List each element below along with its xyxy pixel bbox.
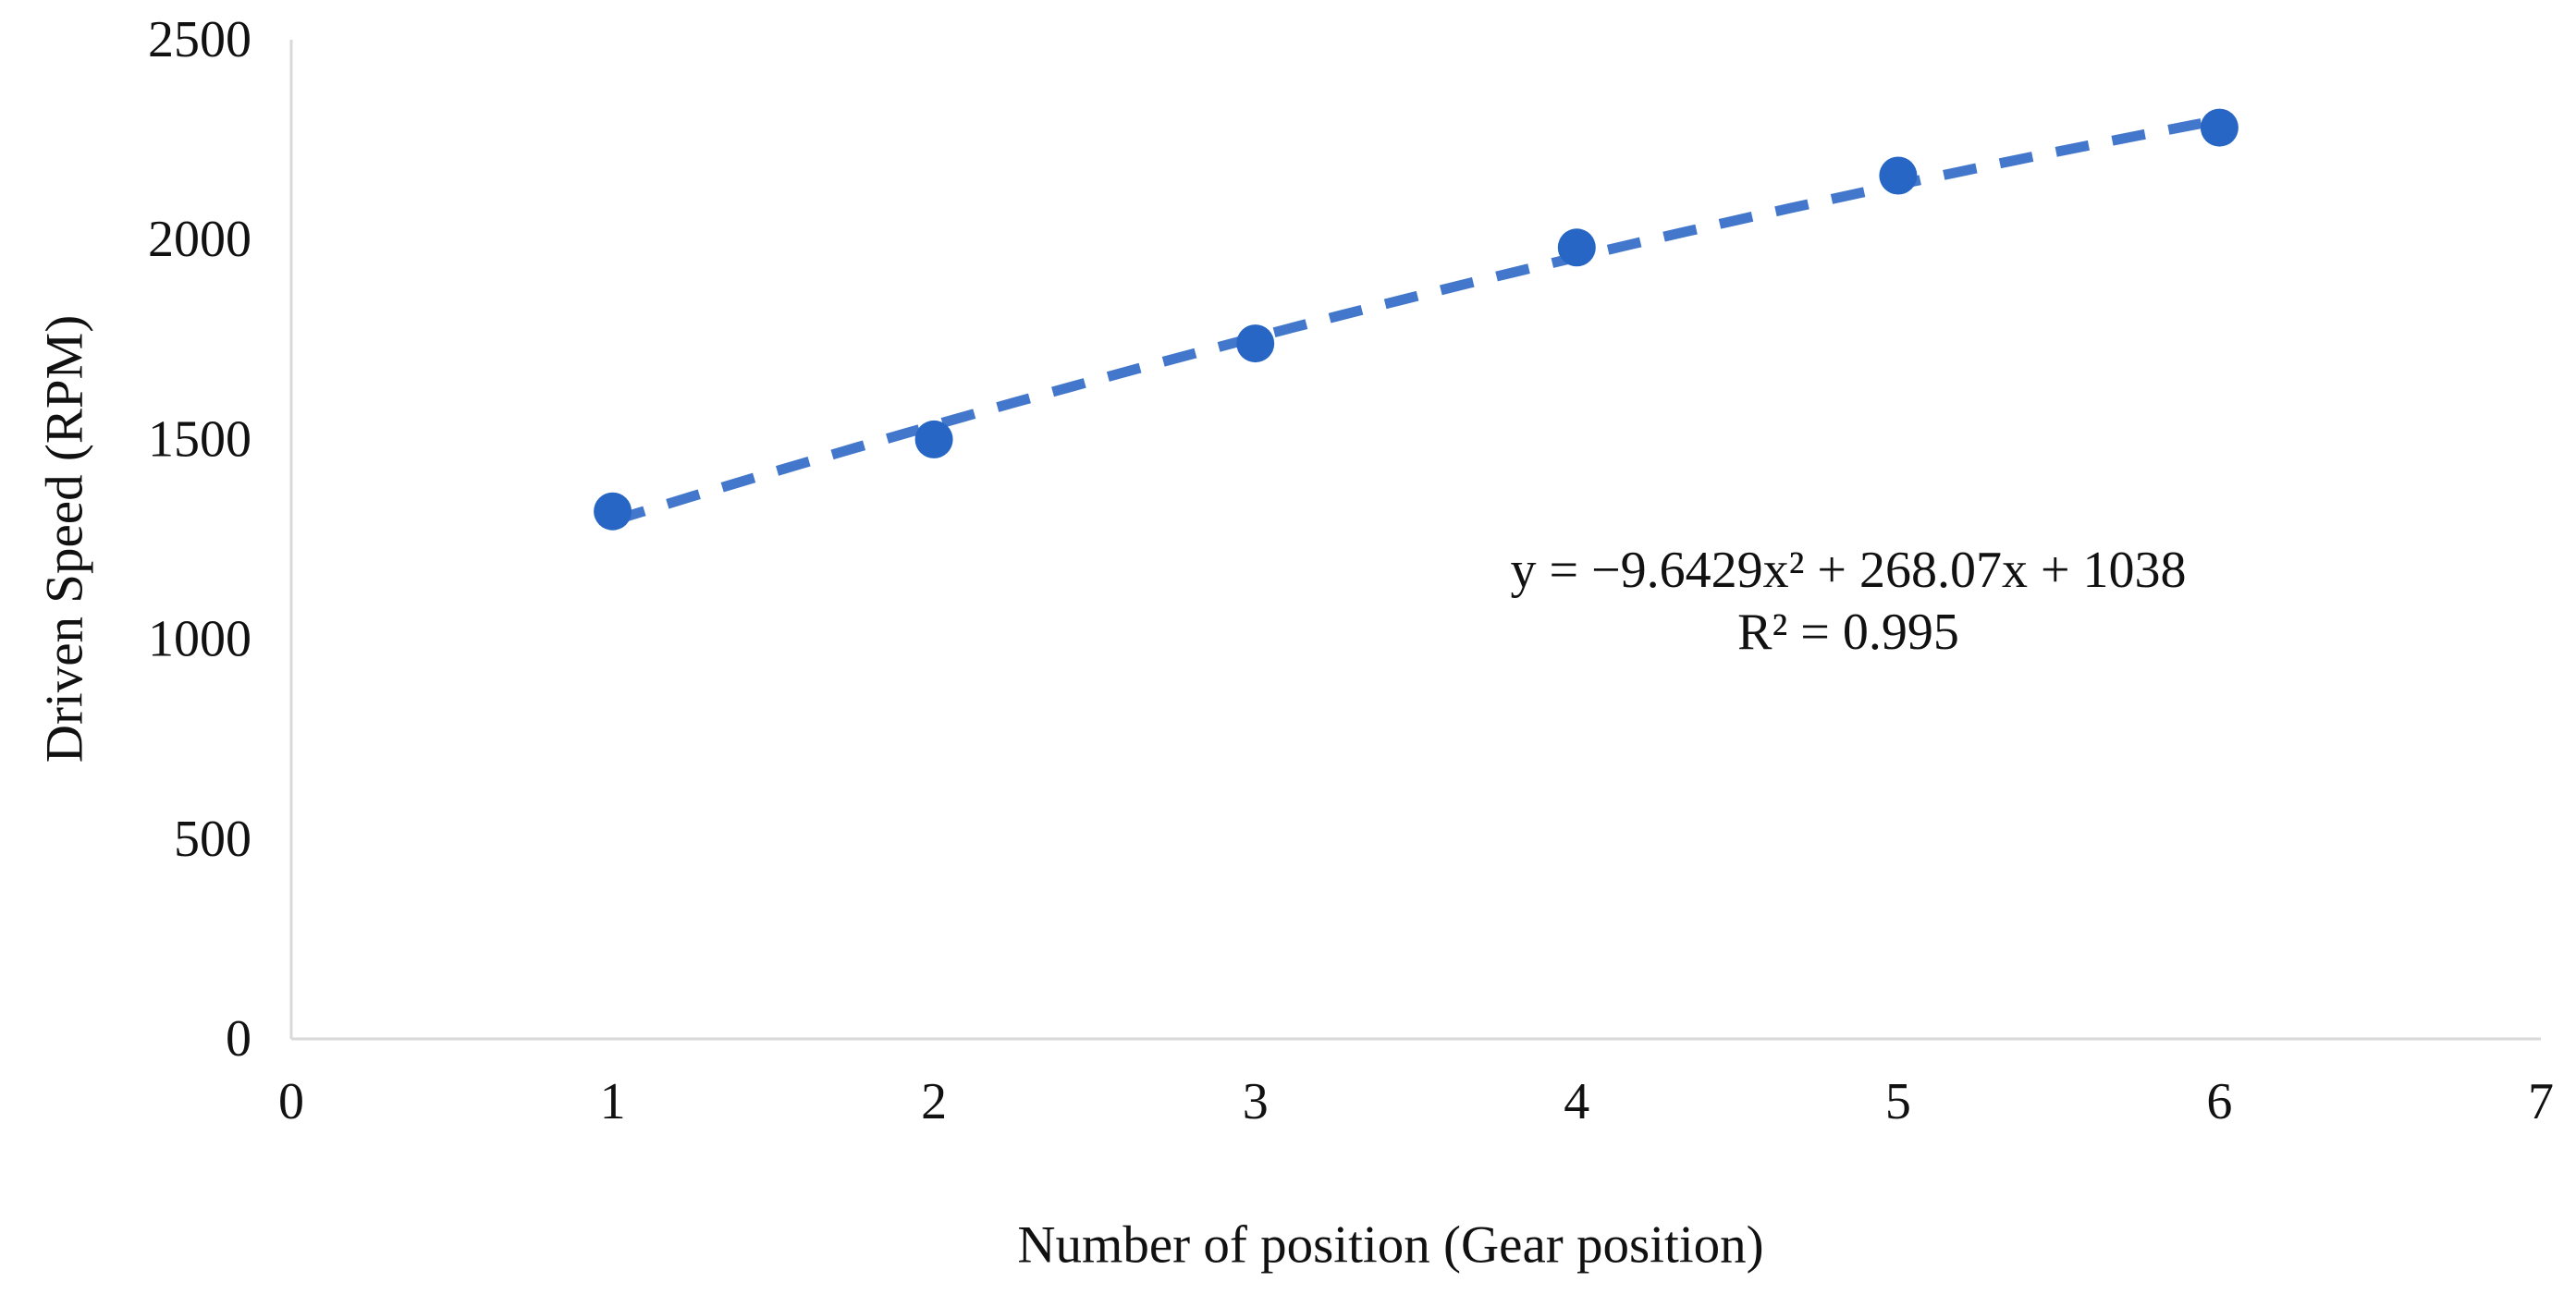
x-axis-tick-labels: 0 1 2 3 4 5 6 7 <box>278 1073 2554 1130</box>
x-axis-tick-label: 0 <box>278 1073 304 1130</box>
x-axis-tick-label: 7 <box>2528 1073 2554 1130</box>
scatter-point <box>594 492 632 531</box>
scatter-point <box>914 420 953 458</box>
x-axis-tick-label: 5 <box>1885 1073 1911 1130</box>
y-axis-title: Driven Speed (RPM) <box>36 315 94 763</box>
axes-group <box>289 40 2541 1041</box>
scatter-point <box>2200 108 2239 147</box>
scatter-point <box>1236 324 1275 363</box>
y-axis-tick-label: 1500 <box>148 410 251 468</box>
x-axis-tick-label: 6 <box>2206 1073 2232 1130</box>
scatter-point <box>1557 228 1596 267</box>
y-axis-tick-label: 2500 <box>148 11 251 68</box>
y-axis-tick-label: 2000 <box>148 211 251 268</box>
scatter-point <box>1879 156 1918 195</box>
y-axis-tick-label: 500 <box>174 811 251 868</box>
r-squared-label: R² = 0.995 <box>1737 604 1959 661</box>
x-axis-title: Number of position (Gear position) <box>1017 1216 1763 1275</box>
x-axis-tick-label: 3 <box>1243 1073 1269 1130</box>
y-axis-tick-labels: 0 500 1000 1500 2000 2500 <box>148 11 251 1068</box>
trendline-equation-label: y = −9.6429x² + 268.07x + 1038 <box>1510 542 2186 599</box>
x-axis-tick-label: 2 <box>921 1073 947 1130</box>
x-axis-tick-label: 4 <box>1564 1073 1589 1130</box>
scatter-points-group <box>594 108 2239 531</box>
y-axis-tick-label: 1000 <box>148 611 251 668</box>
x-axis-tick-label: 1 <box>600 1073 626 1130</box>
y-axis-tick-label: 0 <box>226 1010 251 1068</box>
trendline-dashed <box>610 115 2221 526</box>
trendline-group <box>610 115 2221 526</box>
